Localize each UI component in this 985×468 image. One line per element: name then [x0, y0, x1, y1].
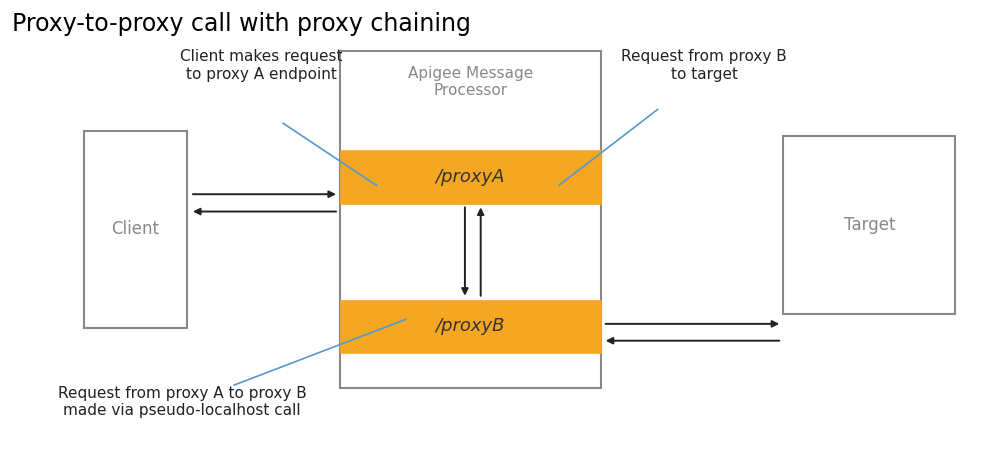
Text: Client makes request
to proxy A endpoint: Client makes request to proxy A endpoint [180, 49, 342, 81]
Text: Proxy-to-proxy call with proxy chaining: Proxy-to-proxy call with proxy chaining [12, 12, 471, 36]
Bar [340, 51, 601, 388]
Bar [340, 300, 601, 353]
Text: Request from proxy A to proxy B
made via pseudo-localhost call: Request from proxy A to proxy B made via… [58, 386, 306, 418]
Text: Request from proxy B
to target: Request from proxy B to target [622, 49, 787, 81]
Text: Apigee Message
Processor: Apigee Message Processor [408, 66, 533, 98]
Bar [340, 150, 601, 204]
Text: /proxyB: /proxyB [435, 317, 505, 336]
Text: Client: Client [111, 220, 160, 238]
Bar [84, 131, 187, 328]
Bar [783, 136, 955, 314]
Text: /proxyA: /proxyA [435, 168, 505, 186]
Text: Target: Target [843, 216, 895, 234]
